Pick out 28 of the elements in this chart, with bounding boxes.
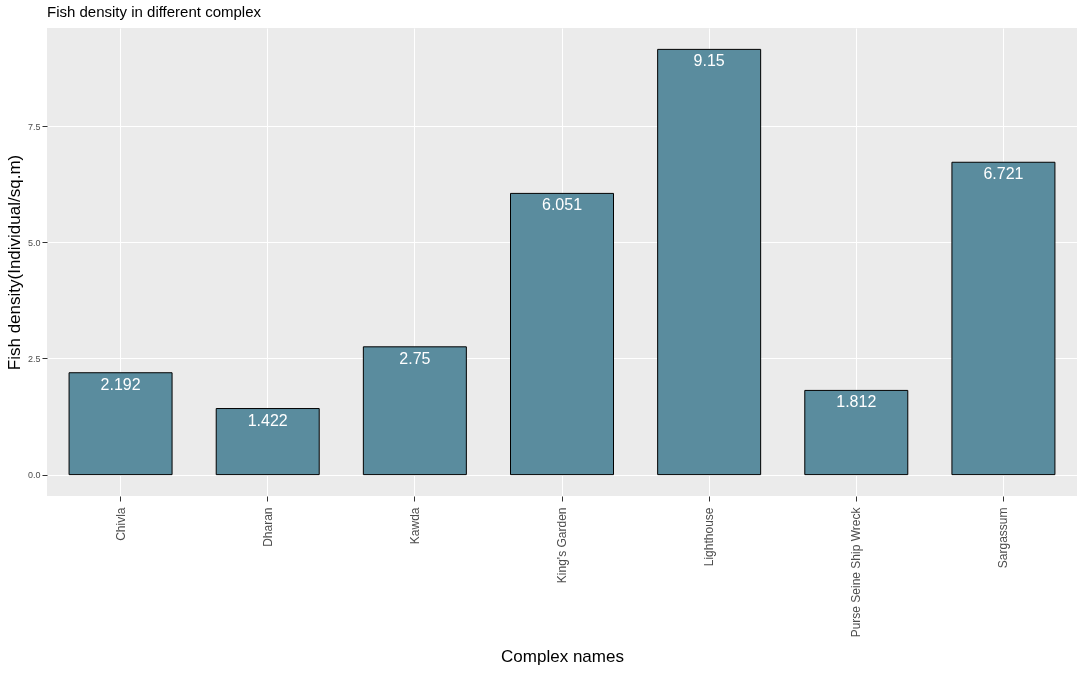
bar (951, 161, 1056, 476)
data-label: 2.75 (399, 349, 431, 367)
data-label: 2.192 (100, 375, 141, 393)
chart-title: Fish density in different complex (47, 3, 262, 20)
bar (362, 346, 467, 476)
y-tick-label: 7.5 (27, 121, 41, 132)
y-tick-label: 2.5 (27, 353, 41, 364)
x-tick-label: Lighthouse (702, 507, 717, 567)
x-tick-label: Dharan (260, 507, 275, 547)
bar (510, 192, 614, 476)
data-label: 1.812 (836, 393, 877, 411)
x-tick-label: Sargassum (996, 507, 1011, 569)
bar (215, 408, 320, 476)
y-tick-label: 0.0 (27, 470, 41, 481)
data-label: 6.721 (983, 165, 1024, 183)
bar (68, 372, 173, 476)
y-axis-title: Fish density(Individual/sq.m) (4, 154, 24, 371)
x-tick-label: Purse Seine Ship Wreck (849, 506, 864, 638)
data-label: 9.15 (693, 52, 725, 70)
data-label: 6.051 (541, 196, 583, 214)
y-tick-label: 5.0 (27, 237, 41, 248)
x-tick-label: King's Garden (555, 507, 569, 584)
bar (804, 389, 909, 476)
x-tick-label: Kawda (407, 507, 422, 545)
x-axis-title: Complex names (501, 647, 624, 667)
data-label: 1.422 (247, 411, 288, 429)
x-tick-label: Chivla (113, 507, 128, 541)
bar (657, 48, 762, 476)
